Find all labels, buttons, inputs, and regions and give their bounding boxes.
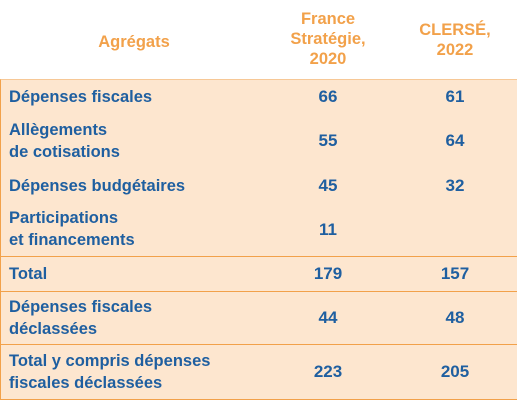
value-france-strategie: 45 bbox=[318, 176, 338, 195]
row-label: Total bbox=[9, 265, 48, 283]
value-france-strategie: 223 bbox=[313, 362, 343, 381]
table-row: Allègements de cotisations 55 64 bbox=[0, 119, 517, 163]
header-clerse: CLERSÉ, 2022 bbox=[419, 21, 491, 59]
value-france-strategie: 44 bbox=[318, 308, 338, 327]
value-clerse: 48 bbox=[445, 308, 465, 327]
total-row: Total 179 157 bbox=[0, 256, 517, 292]
value-clerse: 205 bbox=[440, 362, 470, 381]
value-france-strategie: 66 bbox=[318, 87, 338, 106]
value-france-strategie: 11 bbox=[319, 220, 337, 239]
row-label: Total y compris dépenses fiscales déclas… bbox=[9, 352, 211, 392]
table-frame bbox=[0, 79, 517, 400]
value-clerse: 64 bbox=[445, 131, 465, 150]
value-france-strategie: 179 bbox=[313, 264, 343, 283]
table-row: Dépenses budgétaires 45 32 bbox=[0, 175, 517, 197]
row-label: Allègements de cotisations bbox=[9, 121, 120, 161]
value-clerse: 32 bbox=[445, 176, 465, 195]
row-label: Dépenses fiscales déclassées bbox=[9, 298, 153, 338]
header-france-strategie: France Stratégie, 2020 bbox=[290, 10, 366, 68]
grand-total-row: Total y compris dépenses fiscales déclas… bbox=[0, 344, 517, 400]
table-row: Dépenses fiscales 66 61 bbox=[0, 86, 517, 108]
value-clerse: 61 bbox=[445, 87, 465, 106]
value-clerse: 157 bbox=[440, 264, 470, 283]
row-label: Dépenses fiscales bbox=[9, 88, 153, 106]
table-row: Participations et financements 11 bbox=[0, 207, 517, 251]
value-france-strategie: 55 bbox=[318, 131, 338, 150]
row-label: Participations et financements bbox=[9, 209, 135, 249]
row-label: Dépenses budgétaires bbox=[9, 177, 186, 195]
table-row: Dépenses fiscales déclassées 44 48 bbox=[0, 296, 517, 340]
table-header: Agrégats France Stratégie, 2020 CLERSÉ, … bbox=[0, 0, 517, 78]
table-body bbox=[0, 79, 517, 400]
header-aggregats: Agrégats bbox=[98, 33, 170, 51]
